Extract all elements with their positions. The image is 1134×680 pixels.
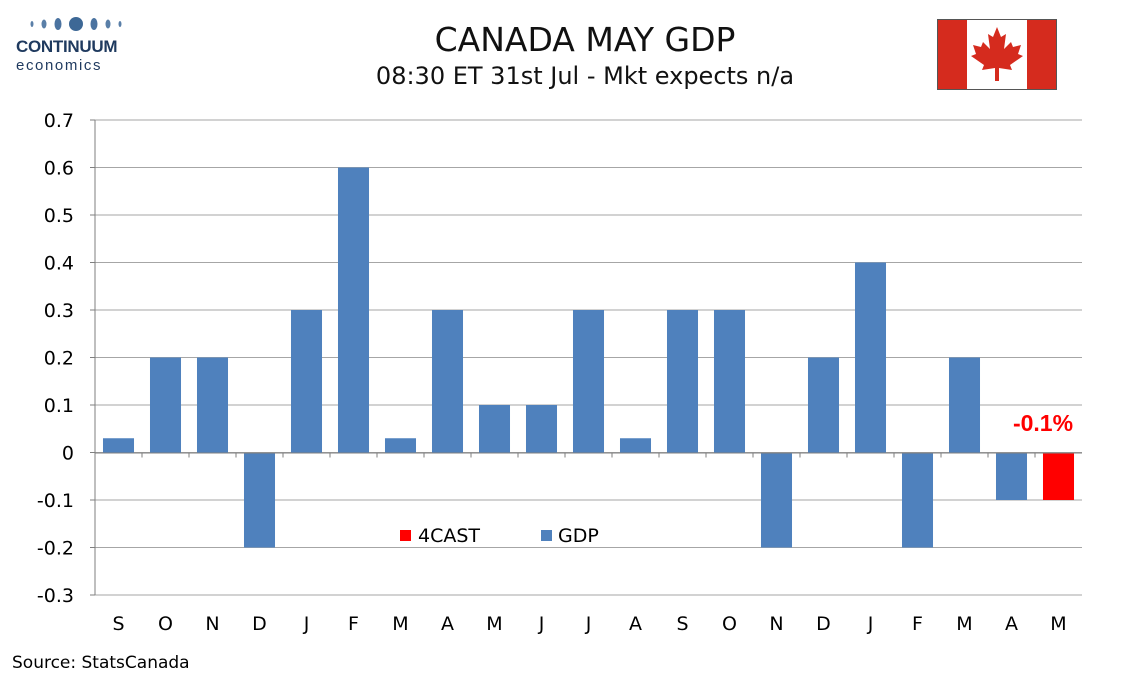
x-tick-label: A [629,613,642,635]
legend-label-4cast: 4CAST [418,525,480,547]
x-tick-label: N [205,613,219,635]
x-tick-label: S [112,613,124,635]
x-tick-label: M [956,613,972,635]
bar-gdp-11 [619,438,652,453]
y-tick-label: 0.6 [44,158,74,180]
source-note: Source: StatsCanada [12,653,190,673]
chart-subtitle: 08:30 ET 31st Jul - Mkt expects n/a [375,62,795,90]
y-tick-label: -0.3 [37,585,74,607]
bar-gdp-14 [760,452,793,548]
logo-dots-icon [30,17,122,31]
x-tick-label: D [252,613,267,635]
x-tick-label: M [1050,613,1066,635]
x-tick-label: O [158,613,173,635]
y-tick-label: 0.1 [44,395,74,417]
bar-gdp-3 [243,452,276,548]
continuum-economics-logo: CONTINUUM economics [10,10,140,80]
x-tick-label: F [348,613,359,635]
y-axis-ticks: 0.7 0.6 0.5 0.4 0.3 0.2 0.1 0 -0.1 -0.2 -0.3 [37,110,74,607]
x-tick-label: M [486,613,502,635]
chart-bars [102,167,1075,548]
canada-flag-icon [937,19,1057,90]
x-tick-label: D [816,613,831,635]
bar-gdp-0 [102,438,135,453]
bar-gdp-13 [713,310,746,453]
bar-gdp-1 [149,357,182,453]
logo-name: CONTINUUM [16,37,118,56]
x-tick-label: A [441,613,454,635]
bar-gdp-10 [572,310,605,453]
bar-gdp-18 [948,357,981,453]
x-tick-label: O [722,613,737,635]
y-tick-label: 0.4 [44,253,74,275]
y-tick-label: -0.2 [37,538,74,560]
y-tick-label: 0.5 [44,205,74,227]
x-tick-label: F [912,613,923,635]
y-tick-label: 0 [62,443,74,465]
x-tick-label: A [1005,613,1018,635]
bar-gdp-9 [525,405,558,453]
bar-gdp-16 [854,262,887,453]
bar-gdp-4 [290,310,323,453]
bar-gdp-8 [478,405,511,453]
bar-gdp-19 [995,452,1028,500]
forecast-annotation: -0.1% [1013,410,1073,436]
x-tick-label: J [867,613,874,635]
y-tick-label: 0.2 [44,348,74,370]
x-tick-label: N [769,613,783,635]
bar-gdp-15 [807,357,840,453]
legend-swatch-4cast [400,530,411,541]
x-tick-label: S [676,613,688,635]
chart-legend: 4CAST GDP [400,525,599,547]
bar-gdp-17 [901,452,934,548]
bar-gdp-2 [196,357,229,453]
x-tick-label: M [392,613,408,635]
bar-gdp-6 [384,438,417,453]
logo-subtitle: economics [16,57,103,74]
legend-swatch-gdp [541,530,552,541]
bar-gdp-12 [666,310,699,453]
y-tick-label: 0.3 [44,300,74,322]
bar-4cast-20 [1042,452,1075,500]
x-tick-label: J [303,613,310,635]
y-tick-label: 0.7 [44,110,74,132]
bar-gdp-7 [431,310,464,453]
chart-title: CANADA MAY GDP [434,20,736,59]
x-tick-label: J [538,613,545,635]
x-tick-label: J [585,613,592,635]
legend-label-gdp: GDP [558,525,599,547]
bar-gdp-5 [337,167,370,453]
y-tick-label: -0.1 [37,490,74,512]
